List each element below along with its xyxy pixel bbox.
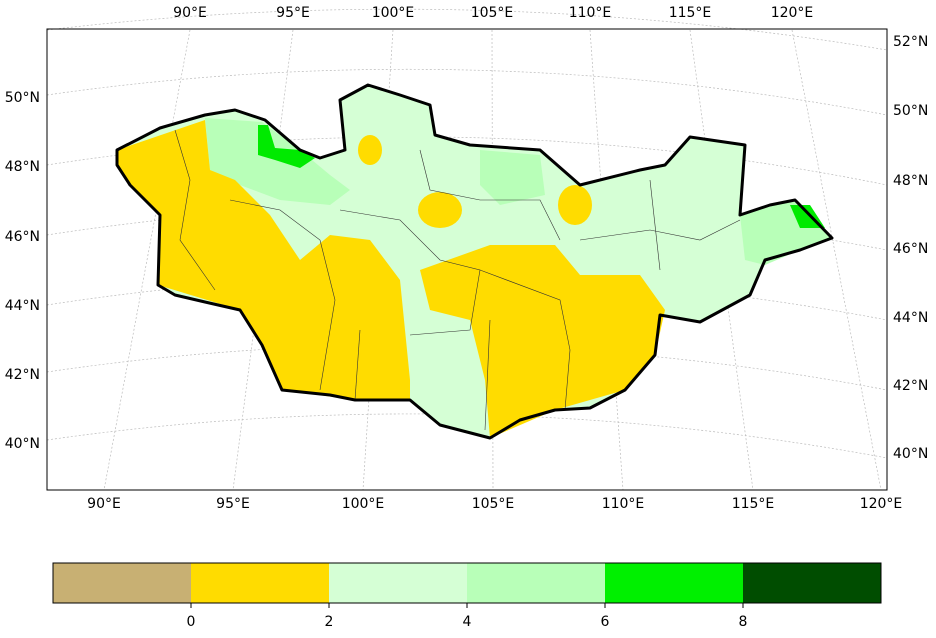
lat-label: 42°N xyxy=(5,367,40,383)
lat-label: 40°N xyxy=(5,436,40,452)
lon-label: 120°E xyxy=(860,496,903,512)
lon-label: 110°E xyxy=(569,5,612,21)
lat-label: 44°N xyxy=(893,310,928,326)
colorbar-tick-label: 4 xyxy=(463,614,472,630)
colorbar-tick-label: 6 xyxy=(601,614,610,630)
colorbar-tick-label: 2 xyxy=(325,614,334,630)
lon-label: 115°E xyxy=(669,5,712,21)
lat-label: 48°N xyxy=(893,173,928,189)
lon-label: 90°E xyxy=(173,5,207,21)
lon-label: 105°E xyxy=(472,496,515,512)
lat-label: 46°N xyxy=(5,229,40,245)
lon-label: 115°E xyxy=(732,496,775,512)
lat-label: 50°N xyxy=(893,103,928,119)
lat-label: 44°N xyxy=(5,298,40,314)
lon-label: 105°E xyxy=(471,5,514,21)
colorbar-segment xyxy=(605,563,743,603)
colorbar-segment xyxy=(467,563,605,603)
colorbar-segment xyxy=(191,563,329,603)
lon-label: 120°E xyxy=(771,5,814,21)
lat-label: 50°N xyxy=(5,90,40,106)
lon-label: 100°E xyxy=(372,5,415,21)
lon-label: 100°E xyxy=(342,496,385,512)
lon-label: 95°E xyxy=(216,496,250,512)
map-frame xyxy=(46,28,888,491)
mongolia-map xyxy=(115,83,834,440)
lat-label: 42°N xyxy=(893,378,928,394)
lat-label: 48°N xyxy=(5,159,40,175)
lon-label: 90°E xyxy=(87,496,121,512)
colorbar-segment xyxy=(53,563,191,603)
lon-label: 110°E xyxy=(602,496,645,512)
lat-label: 46°N xyxy=(893,241,928,257)
colorbar-segment xyxy=(329,563,467,603)
lon-label: 95°E xyxy=(276,5,310,21)
colorbar-tick-label: 8 xyxy=(739,614,748,630)
lat-label: 52°N xyxy=(893,34,928,50)
colorbar-segment xyxy=(743,563,881,603)
colorbar-tick-label: 0 xyxy=(187,614,196,630)
lat-label: 40°N xyxy=(893,446,928,462)
